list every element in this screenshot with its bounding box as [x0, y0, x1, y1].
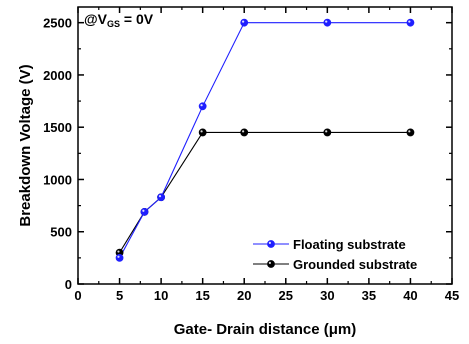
data-point-dot — [323, 128, 332, 137]
x-tick-label: 40 — [403, 288, 417, 303]
legend-label: Floating substrate — [293, 237, 406, 252]
x-axis-title: Gate- Drain distance (μm) — [174, 321, 357, 338]
data-point — [406, 18, 415, 27]
x-tick-label: 30 — [320, 288, 334, 303]
data-point-dot — [406, 128, 415, 137]
data-point-highlight — [325, 130, 328, 133]
legend-marker-dot — [267, 260, 275, 268]
data-point — [115, 253, 124, 262]
x-tick-label: 5 — [116, 288, 123, 303]
y-axis-title: Breakdown Voltage (V) — [17, 64, 34, 226]
annotation-suffix: = 0V — [120, 11, 154, 27]
y-tick-label: 2500 — [43, 16, 72, 31]
data-point — [198, 128, 207, 137]
data-point-highlight — [158, 195, 162, 198]
series-layer — [115, 18, 415, 262]
data-point-highlight — [242, 20, 245, 23]
data-point-highlight — [200, 130, 203, 133]
data-point — [240, 18, 249, 27]
y-tick-label: 1500 — [43, 120, 72, 135]
data-point-highlight — [325, 20, 328, 23]
legend-label: Grounded substrate — [293, 257, 417, 272]
legend-marker-dot — [267, 240, 275, 248]
series-line — [119, 22, 411, 259]
data-point-dot — [115, 253, 124, 262]
data-point — [198, 102, 207, 111]
x-tick-label: 15 — [195, 288, 209, 303]
data-point — [240, 128, 249, 137]
x-tick-label: 0 — [74, 288, 81, 303]
legend-marker — [267, 240, 275, 248]
data-point-dot — [198, 102, 207, 111]
y-tick-label: 500 — [50, 225, 72, 240]
data-point-highlight — [242, 130, 245, 133]
data-point-dot — [198, 128, 207, 137]
bias-annotation: @VGS = 0V — [84, 11, 154, 29]
annotation-subscript: GS — [107, 19, 120, 29]
data-point-dot — [323, 18, 332, 27]
data-point — [157, 193, 166, 202]
x-tick-label: 35 — [362, 288, 376, 303]
data-point-highlight — [408, 20, 411, 23]
y-tick-label: 2000 — [43, 68, 72, 83]
y-tick-label: 1000 — [43, 172, 72, 187]
data-point — [323, 18, 332, 27]
x-tick-label: 20 — [237, 288, 251, 303]
data-point-dot — [240, 128, 249, 137]
data-point-dot — [157, 193, 166, 202]
x-tick-label: 25 — [279, 288, 293, 303]
data-point-highlight — [117, 255, 120, 258]
legend-marker-highlight — [268, 241, 271, 244]
x-tick-label: 10 — [154, 288, 168, 303]
data-point — [140, 207, 149, 216]
data-point-highlight — [142, 209, 145, 212]
legend: Floating substrate Grounded substrate — [253, 237, 417, 272]
legend-marker — [267, 260, 275, 268]
y-tick-label: 0 — [65, 277, 72, 292]
data-point-highlight — [200, 104, 203, 107]
tick-layer: 0 5 10 15 20 25 30 35 40 45 0 500 1000 1500 2000 2500 — [43, 7, 459, 303]
data-point-dot — [406, 18, 415, 27]
data-point — [406, 128, 415, 137]
annotation-prefix: @V — [84, 11, 108, 27]
data-point-highlight — [408, 130, 411, 133]
x-tick-label: 45 — [445, 288, 459, 303]
data-point — [323, 128, 332, 137]
legend-marker-highlight — [268, 261, 271, 264]
data-point-dot — [140, 207, 149, 216]
data-point-dot — [240, 18, 249, 27]
data-point-highlight — [117, 250, 120, 253]
